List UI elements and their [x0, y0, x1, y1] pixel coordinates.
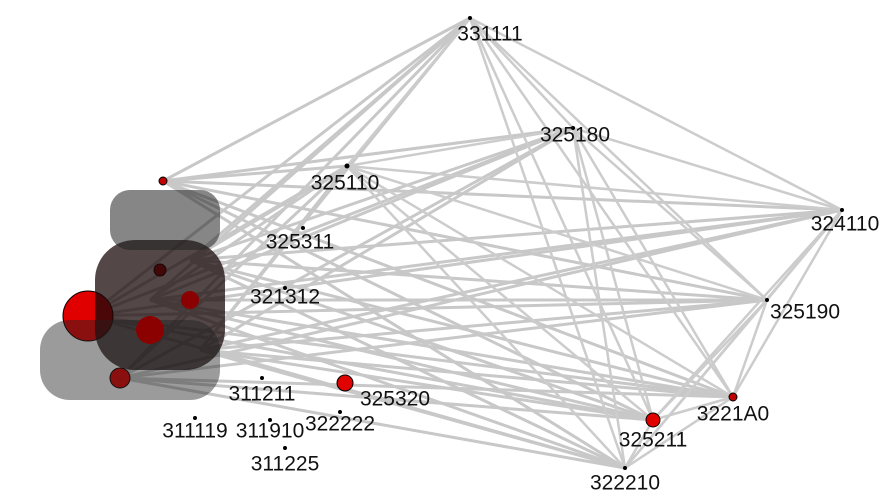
edge — [571, 127, 655, 421]
node — [728, 392, 738, 402]
edge — [162, 179, 768, 302]
node — [181, 291, 199, 309]
node-blob — [95, 240, 225, 370]
edge — [199, 348, 654, 422]
edge — [469, 17, 768, 301]
edge — [119, 376, 626, 470]
node-label: 311119 — [162, 420, 227, 443]
node — [301, 226, 305, 230]
node-label: 325190 — [770, 301, 840, 324]
node-label: 311211 — [229, 383, 296, 406]
node-label: 331111 — [457, 23, 522, 46]
edge — [652, 299, 768, 421]
node-label: 322222 — [305, 413, 375, 436]
node-label: 3221A0 — [697, 403, 769, 426]
edge — [119, 298, 768, 380]
node — [344, 163, 350, 169]
edge — [623, 419, 655, 469]
edge — [189, 258, 734, 399]
node — [136, 316, 164, 344]
edge — [346, 17, 471, 167]
edge — [346, 126, 574, 168]
edge — [162, 164, 348, 183]
edge — [469, 16, 843, 212]
edge — [189, 208, 843, 262]
edge — [468, 17, 735, 398]
edge — [149, 298, 626, 470]
node — [338, 410, 342, 414]
node-label: 325311 — [266, 231, 335, 254]
node-label: 325110 — [311, 172, 380, 195]
edge — [346, 164, 768, 302]
edge — [346, 165, 626, 469]
node-label: 311225 — [251, 453, 320, 476]
edge — [468, 17, 655, 421]
edge — [572, 126, 843, 212]
edge — [119, 376, 734, 399]
edge — [119, 208, 843, 380]
edge — [469, 17, 574, 129]
edge — [572, 127, 768, 301]
edge — [652, 209, 843, 421]
edge — [652, 395, 734, 422]
node — [260, 376, 264, 380]
edge — [199, 348, 626, 470]
edge — [162, 126, 574, 183]
node — [468, 16, 472, 20]
node — [158, 176, 168, 186]
nodes: 331111 325180 325110 324110 325311 325190 3213… — [162, 16, 880, 495]
node — [283, 446, 287, 450]
node-label: 311910 — [236, 420, 305, 443]
node — [571, 126, 575, 130]
node — [268, 418, 272, 422]
node-blob — [110, 190, 220, 250]
edge — [199, 208, 843, 352]
edge — [731, 299, 769, 398]
node — [283, 286, 287, 290]
edge — [346, 165, 654, 421]
node — [645, 412, 661, 428]
node — [623, 466, 627, 470]
edge — [199, 126, 574, 352]
edge — [189, 16, 471, 262]
edge — [162, 16, 471, 183]
node-label: 325320 — [360, 388, 430, 411]
edge — [731, 209, 844, 398]
node — [193, 416, 197, 420]
edge — [162, 179, 654, 422]
node-label: 322210 — [590, 472, 660, 495]
edge — [189, 164, 348, 262]
edge — [624, 299, 768, 469]
edge — [119, 376, 654, 422]
edge — [346, 164, 843, 212]
edge — [346, 164, 734, 399]
edge — [624, 395, 734, 470]
node — [840, 208, 844, 212]
edge — [189, 258, 654, 422]
node-cluster — [40, 176, 225, 400]
node — [109, 367, 131, 389]
node-label: 324110 — [811, 213, 880, 236]
edge — [571, 127, 627, 469]
node-label: 325211 — [619, 429, 688, 452]
edge — [468, 17, 627, 469]
node-blob — [40, 320, 220, 400]
edge — [189, 258, 626, 470]
node-label: 325180 — [540, 124, 610, 147]
node — [765, 298, 769, 302]
node-label: 321312 — [250, 286, 320, 309]
node — [336, 374, 354, 392]
